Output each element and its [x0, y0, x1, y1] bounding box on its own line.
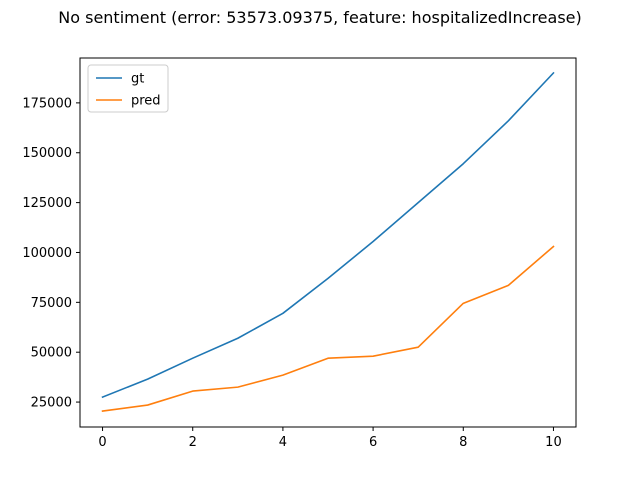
series-layer — [101, 71, 555, 412]
x-axis: 0 2 4 6 8 10 — [98, 427, 562, 450]
y-tick-label: 125000 — [22, 196, 72, 211]
legend-label-pred: pred — [131, 94, 161, 109]
x-tick-label: 2 — [189, 435, 197, 450]
x-tick-label: 6 — [369, 435, 377, 450]
series-line-gt — [101, 71, 555, 399]
legend-label-gt: gt — [131, 72, 144, 87]
x-tick-label: 10 — [545, 435, 562, 450]
x-tick-label: 8 — [459, 435, 467, 450]
y-tick-label: 50000 — [31, 346, 72, 361]
y-tick-label: 75000 — [31, 296, 72, 311]
x-tick-label: 4 — [279, 435, 287, 450]
y-tick-label: 150000 — [22, 146, 72, 161]
y-tick-label: 100000 — [22, 246, 72, 261]
x-tick-label: 0 — [98, 435, 106, 450]
legend: gt pred — [87, 64, 169, 113]
plot-frame — [79, 57, 577, 428]
y-axis: 25000 50000 75000 100000 125000 150000 175000 — [22, 96, 80, 411]
series-line-pred — [101, 245, 555, 412]
chart-title: No sentiment (error: 53573.09375, featur… — [58, 8, 581, 27]
y-tick-label: 175000 — [22, 96, 72, 111]
y-tick-label: 25000 — [31, 396, 72, 411]
